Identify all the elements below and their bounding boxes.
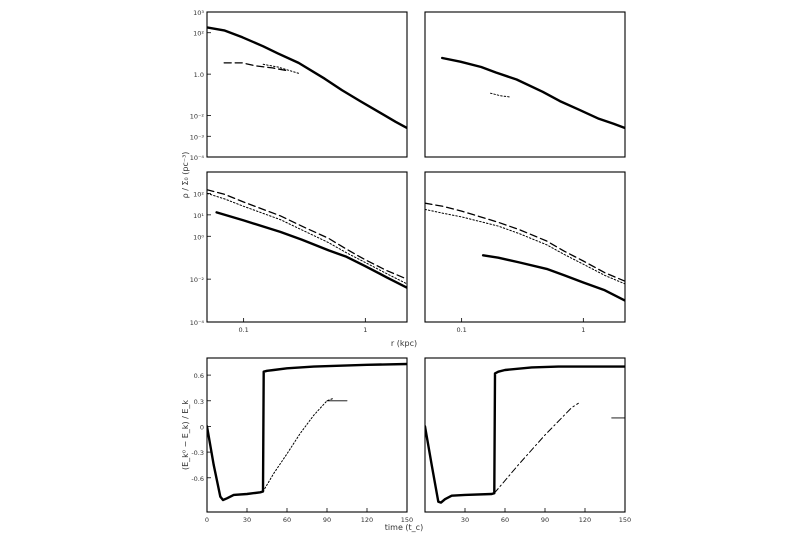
series-line-dashed (207, 189, 407, 280)
y-tick-label: -0.6 (191, 475, 204, 483)
series-line-dashed (223, 62, 290, 72)
x-axis-label-time: time (t_c) (385, 523, 423, 532)
x-tick-label: 0.1 (456, 326, 466, 334)
y-tick-label: 1.0 (194, 71, 204, 79)
y-tick-label: 10⁻² (190, 276, 205, 284)
y-tick-label: 10³ (193, 9, 204, 17)
series-line-thick (441, 56, 625, 130)
plot-frame (206, 171, 408, 323)
panel-bottom-right: 30 60 90 120 150 (424, 357, 631, 524)
x-tick-label: 1 (363, 326, 367, 334)
panel-middle-left: 10² 10¹ 10⁰ 10⁻² 10⁻⁴ 0.1 1 (190, 171, 408, 334)
y-tick-label: 10⁻⁴ (190, 154, 205, 162)
y-tick-label: 0 (200, 423, 204, 431)
x-tick-label: 150 (619, 516, 631, 524)
x-tick-label: 90 (541, 516, 549, 524)
series-line-thick (481, 254, 625, 302)
y-tick-label: 10⁰ (193, 233, 204, 241)
y-tick-label: 10⁻² (190, 113, 205, 121)
x-tick-label: 30 (243, 516, 251, 524)
y-tick-label: 10² (193, 30, 204, 38)
series-line-dotted (425, 208, 625, 285)
x-tick-label: 120 (579, 516, 591, 524)
y-tick-label: 10² (193, 190, 204, 198)
plot-frame (424, 11, 626, 158)
x-tick-label: 0.1 (238, 326, 248, 334)
y-tick-label: 10⁻⁴ (190, 319, 205, 327)
panel-top-left: 10³ 10² 1.0 10⁻² 10⁻³ 10⁻⁴ (190, 9, 408, 162)
plot-frame (424, 357, 626, 513)
x-tick-label: 1 (581, 326, 585, 334)
x-tick-label: 90 (323, 516, 331, 524)
series-line-dotted (262, 63, 300, 74)
series-line-thick (207, 362, 407, 502)
series-line-thick (215, 211, 407, 289)
series-line-dashdot (493, 402, 579, 494)
y-axis-label-density: ρ / Σ₀ (pc⁻³) (181, 152, 190, 199)
y-tick-label: 0.3 (194, 398, 204, 406)
panel-top-right (424, 11, 626, 158)
plot-frame (206, 11, 408, 158)
x-tick-label: 60 (283, 516, 291, 524)
panel-middle-right: 0.1 1 (424, 171, 626, 334)
x-tick-label: 150 (401, 516, 413, 524)
series-line-dashed (425, 202, 625, 282)
y-tick-label: 10¹ (193, 212, 204, 220)
plot-frame (424, 171, 626, 323)
y-tick-label: 0.6 (194, 372, 204, 380)
series-line-thick (425, 365, 625, 504)
x-axis-label-radius: r (kpc) (391, 339, 417, 348)
series-line-dotted (262, 397, 335, 492)
series-line-dotted (490, 92, 510, 98)
y-tick-label: -0.3 (191, 449, 204, 457)
plot-frame (206, 357, 408, 513)
series-line-thick (207, 26, 407, 130)
series-line-dotted (207, 192, 407, 285)
x-tick-label: 60 (501, 516, 509, 524)
x-tick-label: 120 (361, 516, 373, 524)
panel-bottom-left: 0.6 0.3 0 -0.3 -0.6 0 30 60 90 120 150 (191, 357, 413, 524)
y-axis-label-energy: (E_k⁰ − E_k) / E_k (181, 400, 190, 470)
plot-area: 10³ 10² 1.0 10⁻² 10⁻³ 10⁻⁴ 10² 10¹ 10⁰ 10⁻² 10⁻⁴ 0.… (190, 9, 632, 524)
x-tick-label: 30 (461, 516, 469, 524)
x-tick-label: 0 (205, 516, 209, 524)
y-tick-label: 10⁻³ (190, 133, 205, 141)
